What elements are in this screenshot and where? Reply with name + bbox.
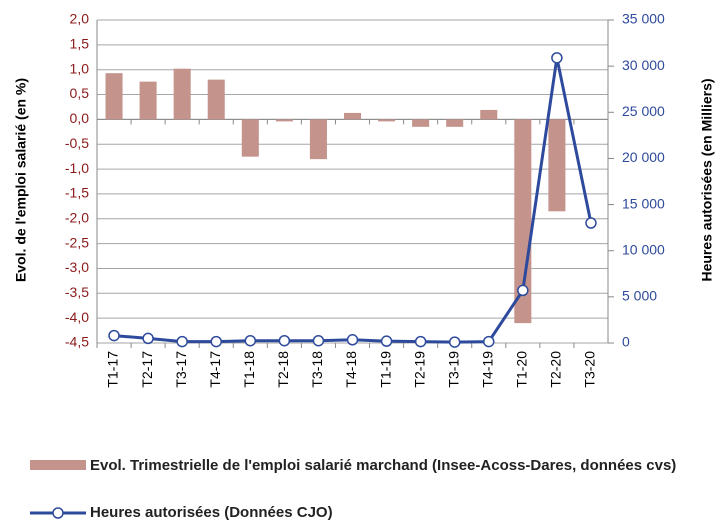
bar [309, 119, 327, 160]
y-tick-label: 1,0 [70, 60, 90, 76]
y-tick-label: 0,5 [70, 85, 90, 101]
bar [275, 119, 293, 122]
bar [241, 119, 259, 157]
y-tick-label: -1,5 [65, 185, 89, 201]
line-marker [278, 334, 291, 347]
bar [514, 119, 532, 324]
x-tick-label: T1-19 [377, 351, 393, 388]
x-tick-label: T3-18 [309, 351, 325, 388]
y-tick-label: -2,0 [65, 209, 89, 225]
y2-tick-label: 0 [622, 334, 630, 350]
x-tick-label: T3-19 [445, 351, 461, 388]
line-marker [585, 217, 597, 229]
x-tick-label: T2-17 [139, 351, 155, 388]
line-marker [210, 335, 222, 348]
bar [412, 119, 430, 127]
x-tick-label: T1-17 [105, 351, 121, 388]
y2-axis-title: Heures autorisées (en Milliers) [699, 78, 715, 281]
y2-tick-label: 15 000 [622, 195, 665, 211]
x-tick-label: T1-18 [241, 351, 257, 388]
line-marker [108, 329, 120, 342]
y-tick-label: 0,0 [70, 110, 90, 126]
y-tick-label: -2,5 [65, 234, 89, 250]
line-marker [312, 334, 325, 347]
line-marker [483, 335, 495, 348]
bar [480, 109, 498, 120]
bar [139, 81, 157, 120]
y2-tick-label: 20 000 [622, 149, 665, 165]
y-tick-label: -4,5 [65, 334, 89, 350]
y-tick-label: 2,0 [70, 11, 90, 27]
y2-tick-label: 30 000 [622, 57, 665, 73]
bar [173, 68, 191, 120]
line-marker [448, 336, 461, 348]
x-tick-label: T1-20 [514, 351, 530, 388]
bar [548, 119, 566, 212]
y2-tick-label: 5 000 [622, 288, 657, 304]
x-tick-label: T3-17 [173, 351, 189, 388]
x-tick-label: T2-18 [275, 351, 291, 388]
line-marker [414, 335, 427, 348]
bar [105, 73, 123, 120]
line-marker [517, 284, 529, 297]
y-tick-label: -4,0 [65, 309, 89, 325]
line-marker [142, 332, 154, 345]
x-tick-label: T3-20 [582, 351, 598, 388]
x-tick-label: T4-19 [479, 351, 495, 388]
y-tick-label: 1,5 [70, 36, 90, 52]
legend-label: Heures autorisées (Données CJO) [90, 504, 333, 521]
y2-tick-label: 35 000 [622, 11, 665, 27]
x-tick-label: T4-17 [207, 351, 223, 388]
bar [207, 79, 225, 120]
x-tick-label: T2-19 [411, 351, 427, 388]
y2-tick-label: 25 000 [622, 103, 665, 119]
legend-swatch [52, 507, 64, 519]
legend-label: Evol. Trimestrielle de l'emploi salarié … [90, 457, 677, 474]
y2-tick-label: 10 000 [622, 241, 665, 257]
y-tick-label: -3,5 [65, 284, 89, 300]
line-marker [346, 334, 359, 346]
line-marker [244, 334, 257, 347]
bar [343, 112, 362, 120]
y-tick-label: -1,0 [65, 160, 89, 176]
y-axis-title: Evol. de l'emploi salarié (en %) [13, 78, 29, 282]
y-tick-label: -3,0 [65, 259, 89, 275]
bar [378, 119, 396, 122]
line-marker [551, 52, 563, 64]
y-tick-label: -0,5 [65, 135, 89, 151]
x-tick-label: T2-20 [548, 351, 564, 388]
line-marker [176, 335, 188, 348]
x-tick-label: T4-18 [343, 351, 359, 388]
bar [446, 119, 464, 127]
line-marker [380, 335, 393, 347]
legend-swatch [30, 460, 86, 470]
